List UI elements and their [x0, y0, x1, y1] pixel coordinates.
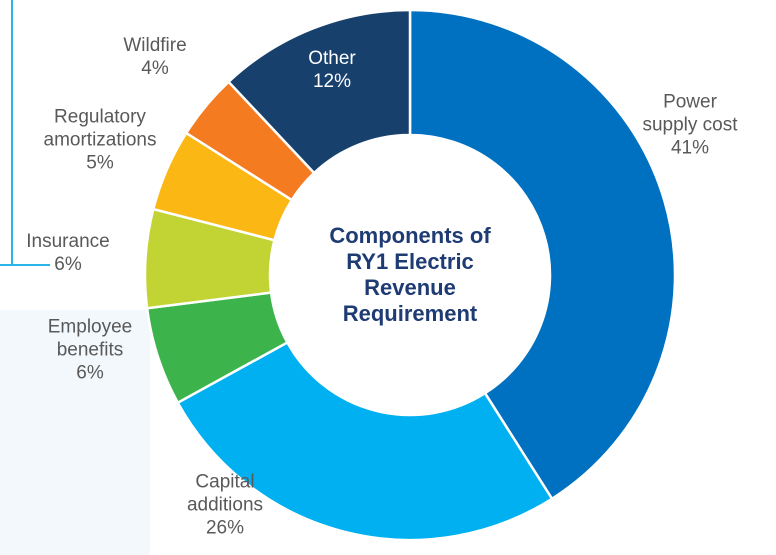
value-label: 12%	[312, 71, 352, 92]
slice-label: Capital additions 26%	[170, 471, 280, 540]
slice-label: Insurance 6%	[13, 230, 123, 276]
slice-label: Power supply cost 41%	[635, 91, 745, 160]
category-label: Wildfire	[123, 35, 187, 56]
value-label: 4%	[141, 58, 169, 79]
donut	[143, 8, 677, 542]
value-label: 5%	[86, 152, 114, 174]
donut-slice	[226, 8, 412, 175]
donut-slice	[408, 8, 677, 501]
category-label: Employee benefits	[47, 316, 133, 361]
category-label: Power supply cost	[642, 91, 738, 136]
background-panel	[0, 310, 150, 555]
category-label: Other	[308, 48, 356, 69]
donut-slice	[176, 340, 554, 542]
value-label: 26%	[205, 517, 245, 539]
chart-title: Components of RY1 Electric Revenue Requi…	[329, 223, 491, 326]
slice-label: Employee benefits 6%	[30, 316, 150, 385]
slice-label: Regulatory amortizations 5%	[20, 106, 180, 175]
value-label: 6%	[54, 254, 82, 275]
slice-label: Wildfire 4%	[100, 34, 210, 80]
category-label: Regulatory amortizations	[43, 106, 157, 151]
value-label: 6%	[76, 362, 104, 384]
category-label: Insurance	[26, 231, 110, 252]
value-label: 41%	[670, 137, 710, 159]
slice-label: Other 12%	[277, 47, 387, 93]
category-label: Capital additions	[186, 471, 264, 516]
